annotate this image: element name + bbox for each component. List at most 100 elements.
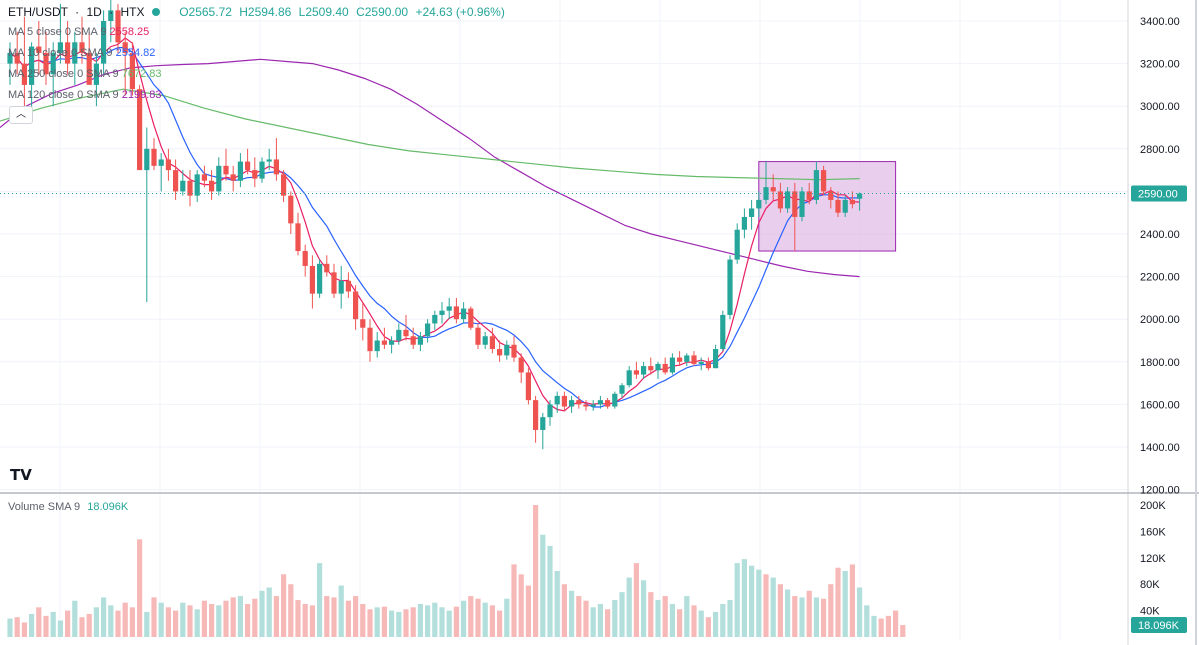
candle-body bbox=[432, 314, 438, 324]
volume-bar bbox=[857, 587, 863, 637]
candle-body bbox=[648, 366, 654, 371]
volume-bar bbox=[93, 607, 99, 637]
volume-bar bbox=[266, 587, 272, 637]
candle-body bbox=[360, 319, 366, 328]
candle-body bbox=[763, 187, 769, 200]
candle-body bbox=[806, 191, 812, 200]
volume-bar bbox=[302, 604, 308, 637]
volume-bar bbox=[173, 610, 179, 637]
volume-bar bbox=[590, 607, 596, 637]
candle-body bbox=[86, 52, 92, 85]
volume-bar bbox=[209, 604, 215, 637]
candle-body bbox=[633, 370, 639, 375]
volume-bar bbox=[612, 600, 618, 637]
candle-body bbox=[813, 170, 819, 200]
indicator-label: MA 250 close 0 SMA 9 bbox=[8, 68, 119, 80]
candle-body bbox=[756, 199, 762, 209]
volume-bar bbox=[57, 620, 63, 637]
volume-bar bbox=[259, 590, 265, 637]
volume-bar bbox=[763, 574, 769, 637]
candle-body bbox=[129, 52, 135, 90]
volume-bar bbox=[345, 600, 351, 637]
chevron-up-icon[interactable]: ︿ bbox=[9, 106, 33, 124]
indicator-value: 2558.25 bbox=[109, 26, 150, 38]
volume-bar bbox=[749, 565, 755, 637]
candle-body bbox=[295, 223, 301, 252]
symbol-interval[interactable]: 1D bbox=[86, 5, 102, 19]
indicator-label: MA 10 close 0 SMA 9 bbox=[8, 47, 113, 59]
volume-bar bbox=[569, 590, 575, 637]
candle-body bbox=[273, 159, 279, 175]
volume-bar bbox=[180, 602, 186, 637]
volume-bar bbox=[468, 596, 474, 637]
volume-bar bbox=[72, 600, 78, 637]
volume-bar bbox=[878, 618, 884, 637]
candle-body bbox=[259, 161, 265, 179]
candle-body bbox=[821, 170, 827, 192]
candle-body bbox=[446, 306, 452, 311]
volume-bar bbox=[115, 610, 121, 637]
candle-body bbox=[576, 400, 582, 405]
volume-bar bbox=[691, 605, 697, 637]
candle-body bbox=[223, 165, 229, 175]
candle-body bbox=[597, 400, 603, 405]
volume-bar bbox=[633, 563, 639, 637]
volume-bar bbox=[417, 604, 423, 637]
volume-bar bbox=[36, 607, 42, 637]
volume-tick-label: 200K bbox=[1140, 500, 1166, 512]
volume-bar bbox=[597, 604, 603, 637]
candle-body bbox=[547, 404, 553, 418]
candle-body bbox=[137, 89, 143, 171]
volume-bar bbox=[410, 607, 416, 637]
candle-body bbox=[115, 10, 121, 43]
volume-bar bbox=[29, 613, 35, 637]
volume-bar bbox=[626, 577, 632, 637]
volume-tick-label: 80K bbox=[1140, 579, 1160, 591]
volume-bar bbox=[108, 605, 114, 637]
candle-body bbox=[216, 165, 222, 192]
candle-body bbox=[389, 340, 395, 345]
volume-bar bbox=[540, 534, 546, 637]
candle-body bbox=[511, 344, 517, 358]
volume-bar bbox=[79, 617, 85, 637]
volume-bar bbox=[187, 605, 193, 637]
volume-bar bbox=[230, 597, 236, 637]
candle-body bbox=[353, 291, 359, 320]
volume-bar bbox=[864, 605, 870, 637]
volume-bar bbox=[777, 584, 783, 637]
volume-bar bbox=[525, 585, 531, 637]
indicator-label: MA 120 close 0 SMA 9 bbox=[8, 89, 119, 101]
candle-body bbox=[439, 310, 445, 315]
volume-legend[interactable]: Volume SMA 9 18.096K bbox=[8, 501, 128, 513]
volume-bar bbox=[684, 596, 690, 637]
candle-body bbox=[662, 363, 668, 373]
volume-bar bbox=[785, 589, 791, 637]
volume-bar bbox=[669, 604, 675, 637]
candle-body bbox=[518, 357, 524, 373]
candle-body bbox=[569, 400, 575, 407]
candle-body bbox=[21, 63, 27, 85]
candle-body bbox=[583, 404, 589, 407]
volume-bar bbox=[461, 600, 467, 637]
volume-bar bbox=[648, 592, 654, 637]
candle-body bbox=[475, 327, 481, 345]
volume-bar bbox=[489, 605, 495, 637]
candle-body bbox=[734, 229, 740, 260]
candle-body bbox=[72, 42, 78, 64]
indicator-value: 7672.83 bbox=[121, 68, 162, 80]
volume-bar bbox=[223, 600, 229, 637]
indicator-ma5[interactable]: MA 5 close 0 SMA 9 2558.25 bbox=[8, 25, 149, 39]
indicator-ma250[interactable]: MA 250 close 0 SMA 9 7672.83 bbox=[8, 67, 162, 81]
price-tick-label: 1800.00 bbox=[1140, 357, 1180, 369]
candle-body bbox=[237, 161, 243, 181]
indicator-ma120[interactable]: MA 120 close 0 SMA 9 2199.83 bbox=[8, 88, 162, 102]
volume-bar bbox=[799, 597, 805, 637]
volume-bar bbox=[14, 617, 20, 637]
market-status-icon bbox=[151, 8, 160, 16]
volume-bar bbox=[504, 598, 510, 637]
tradingview-logo-icon[interactable]: TV bbox=[10, 466, 32, 484]
price-tick-label: 2800.00 bbox=[1140, 144, 1180, 156]
indicator-ma10[interactable]: MA 10 close 0 SMA 9 2554.82 bbox=[8, 46, 155, 60]
symbol-name[interactable]: ETH/USDT bbox=[8, 5, 68, 19]
